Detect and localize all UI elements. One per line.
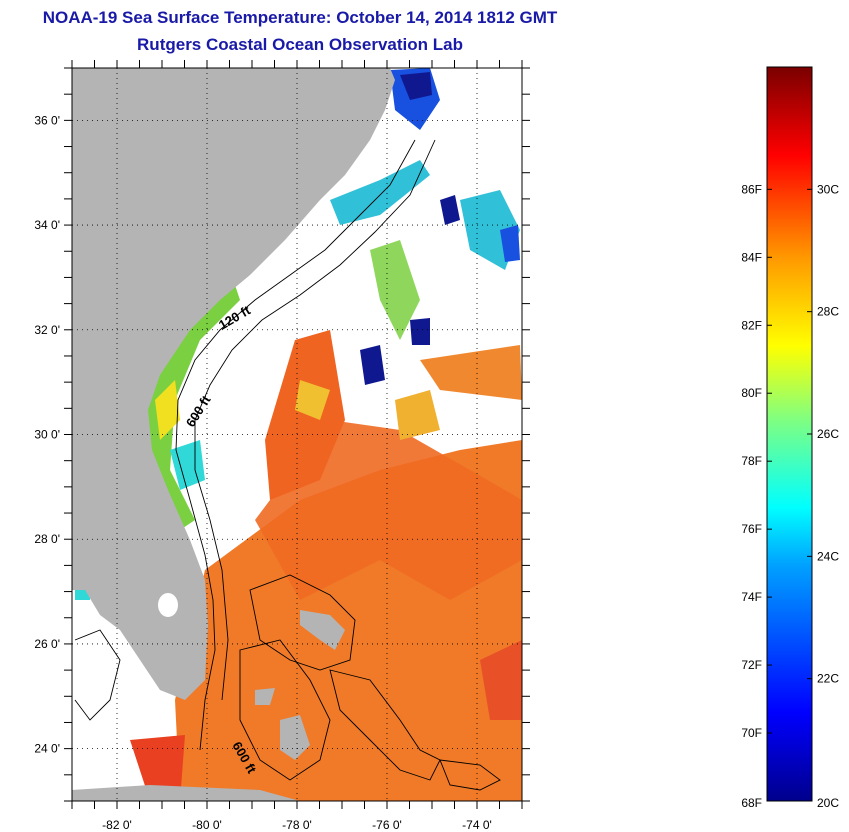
colorbar-fahrenheit-label: 72F: [741, 658, 762, 672]
map-subtitle: Rutgers Coastal Ocean Observation Lab: [137, 35, 463, 54]
graticule: [72, 68, 522, 801]
colorbar-fahrenheit-label: 84F: [741, 250, 762, 264]
lon-tick-label: -76 0': [372, 818, 402, 832]
lat-tick-label: 26 0': [34, 637, 60, 651]
colorbar-celsius-label: 22C: [817, 672, 839, 686]
lat-tick-label: 34 0': [34, 218, 60, 232]
axis-ticks: 24 0' 26 0' 28 0' 30 0' 32 0' 34 0' 36 0' -82 0…: [34, 60, 530, 832]
land-mass: [72, 68, 395, 700]
colorbar-fahrenheit-label: 82F: [741, 318, 762, 332]
colorbar-fahrenheit-label: 78F: [741, 454, 762, 468]
lake-okeechobee: [158, 593, 178, 617]
colorbar-fahrenheit-label: 74F: [741, 590, 762, 604]
lon-tick-label: -82 0': [102, 818, 132, 832]
colorbar-celsius-label: 28C: [817, 305, 839, 319]
colorbar-fahrenheit-label: 76F: [741, 522, 762, 536]
lat-tick-label: 32 0': [34, 323, 60, 337]
bathymetry-contours: [74, 139, 501, 791]
colorbar-celsius-label: 20C: [817, 796, 839, 810]
cuba-land: [72, 785, 300, 801]
colorbar-celsius-label: 26C: [817, 427, 839, 441]
colorbar-ticks: 68F 70F 72F 74F 76F 78F 80F 82F 84F 86F 20C 22C 24C 2…: [741, 182, 839, 810]
bahamas-land: [255, 610, 345, 760]
colorbar-fahrenheit-label: 86F: [741, 182, 762, 196]
colorbar-fahrenheit-label: 68F: [741, 796, 762, 810]
lat-tick-label: 36 0': [34, 113, 60, 127]
lon-tick-label: -74 0': [462, 818, 492, 832]
lat-tick-label: 24 0': [34, 742, 60, 756]
sst-layer: [75, 68, 522, 801]
colorbar-celsius-label: 24C: [817, 549, 839, 563]
map-title: NOAA-19 Sea Surface Temperature: October…: [42, 8, 558, 27]
colorbar: [766, 66, 813, 802]
colorbar-celsius-label: 30C: [817, 182, 839, 196]
lat-tick-label: 30 0': [34, 428, 60, 442]
colorbar-fahrenheit-label: 80F: [741, 386, 762, 400]
lon-tick-label: -78 0': [282, 818, 312, 832]
colorbar-fahrenheit-label: 70F: [741, 726, 762, 740]
lat-tick-label: 28 0': [34, 532, 60, 546]
lon-tick-label: -80 0': [192, 818, 222, 832]
